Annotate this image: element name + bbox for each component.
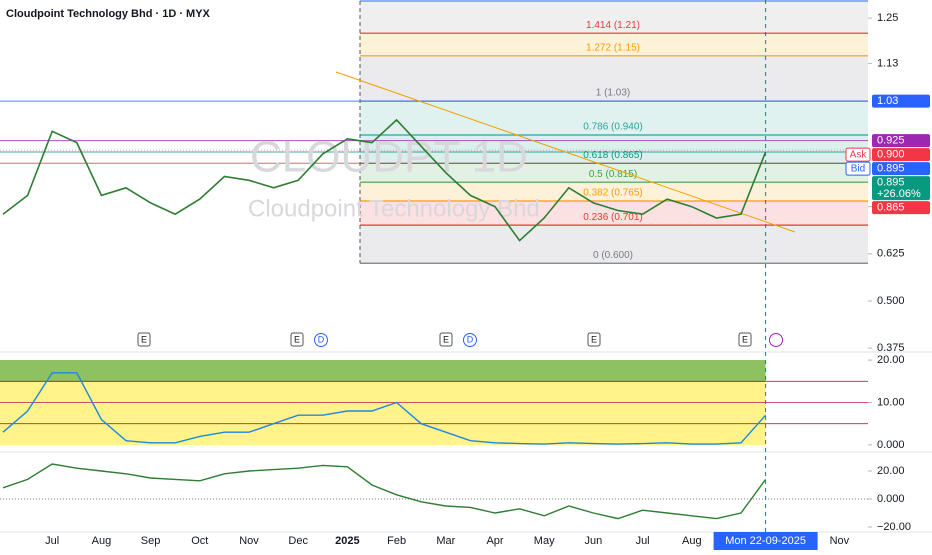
events: E E D E D E E — [137, 332, 783, 347]
price-tag-caption-box — [845, 147, 871, 162]
price-tag — [872, 134, 930, 148]
price-tag-value: 0.900 — [877, 149, 905, 161]
series-line — [2, 463, 767, 520]
fib-label: 0.5 (0.815) — [589, 169, 637, 180]
fib-label: 1.272 (1.15) — [586, 42, 640, 53]
fib-label: 0.786 (0.940) — [583, 122, 643, 133]
x-tick-label: Mar — [436, 535, 455, 547]
y-tick-label: 0.375 — [877, 342, 905, 354]
x-tick-label: Aug — [92, 535, 112, 547]
event-box — [137, 332, 151, 347]
fib-label: 0.618 (0.865) — [583, 150, 643, 161]
event-circle — [314, 333, 328, 347]
fib-label: 0.382 (0.765) — [583, 188, 643, 199]
event-label: D — [318, 334, 325, 344]
x-tick-label: Aug — [682, 535, 702, 547]
price-tag-caption: Bid — [851, 163, 865, 174]
price-tag-value: 0.895 — [877, 177, 905, 189]
fib-label: 1.414 (1.21) — [586, 20, 640, 31]
price-tag-value: 0.925 — [877, 135, 905, 147]
event-label: E — [742, 334, 748, 344]
x-tick-label: Jul — [45, 535, 59, 547]
series-line — [2, 372, 767, 445]
x-tick-label: Dec — [288, 535, 308, 547]
fib-zone — [360, 225, 868, 264]
crosshair-label: Mon 22-09-2025 — [725, 535, 806, 547]
x-tick-label: Sep — [141, 535, 161, 547]
price-tag-caption: Ask — [850, 149, 868, 160]
event-label: E — [443, 334, 449, 344]
fib-zone — [360, 201, 868, 226]
x-tick-label: Nov — [830, 535, 850, 547]
event-box — [290, 332, 304, 347]
watermark-subtitle: Cloudpoint Technology Bhd — [248, 195, 540, 222]
fib-label: 1 (1.03) — [596, 88, 630, 99]
event-box — [439, 332, 453, 347]
x-tick-label: Jul — [636, 535, 650, 547]
price-tag-change: +26.06% — [877, 188, 921, 200]
price-tag-value: 0.865 — [877, 202, 905, 214]
split-icon — [769, 333, 783, 347]
event-circle — [463, 333, 477, 347]
x-tick-label: May — [534, 535, 555, 547]
fib-label: 0.236 (0.701) — [583, 212, 643, 223]
x-tick-label: Apr — [486, 535, 503, 547]
price-tag-value: 0.895 — [877, 163, 905, 175]
fib-zone — [360, 33, 868, 56]
price-tag — [872, 148, 930, 162]
event-label: E — [141, 334, 147, 344]
fib-zone — [360, 182, 868, 202]
price-tag-value: 1.03 — [877, 95, 898, 107]
y-tick-label: 0.500 — [877, 295, 905, 307]
fib-label: 0 (0.600) — [593, 250, 633, 261]
price-tag — [872, 94, 930, 108]
fib-zone — [360, 135, 868, 164]
volume-top-fill — [0, 360, 766, 382]
price-tag — [872, 201, 930, 215]
price-tag — [872, 162, 930, 176]
event-box — [738, 332, 752, 347]
price-tag — [872, 176, 930, 201]
y-tick-label: −20.00 — [877, 521, 911, 533]
x-tick-label: Oct — [191, 535, 208, 547]
trend-line — [335, 71, 796, 233]
series-line — [2, 118, 767, 242]
event-label: E — [294, 334, 300, 344]
event-label: E — [591, 334, 597, 344]
x-tick-label: Jun — [585, 535, 603, 547]
chart-title: Cloudpoint Technology Bhd · 1D · MYX — [6, 8, 211, 20]
y-tick-label: 20.00 — [877, 465, 905, 477]
y-tick-label: 10.00 — [877, 396, 905, 408]
x-tick-label: Nov — [239, 535, 259, 547]
x-tick-label: 2025 — [335, 535, 359, 547]
price-tag-caption-box — [845, 161, 871, 176]
y-tick-label: 1.13 — [877, 57, 898, 69]
event-box — [587, 332, 601, 347]
fib-zone — [360, 55, 868, 102]
crosshair-box — [713, 532, 818, 550]
event-label: D — [467, 334, 474, 344]
y-tick-label: 0.000 — [877, 493, 905, 505]
fib-zone — [360, 163, 868, 183]
fib-top-zone — [360, 1, 868, 34]
watermark: CLOUDPT 1D — [250, 133, 528, 182]
y-tick-label: 0.625 — [877, 248, 905, 260]
y-tick-label: 20.00 — [877, 354, 905, 366]
y-tick-label: 0.000 — [877, 439, 905, 451]
x-tick-label: Feb — [387, 535, 406, 547]
fib-zone — [360, 101, 868, 136]
background-layer: 1.414 (1.21) 1.272 (1.15) 1 (1.03) 0.786 (0… — [0, 0, 868, 500]
y-tick-label: 1.25 — [877, 12, 898, 24]
